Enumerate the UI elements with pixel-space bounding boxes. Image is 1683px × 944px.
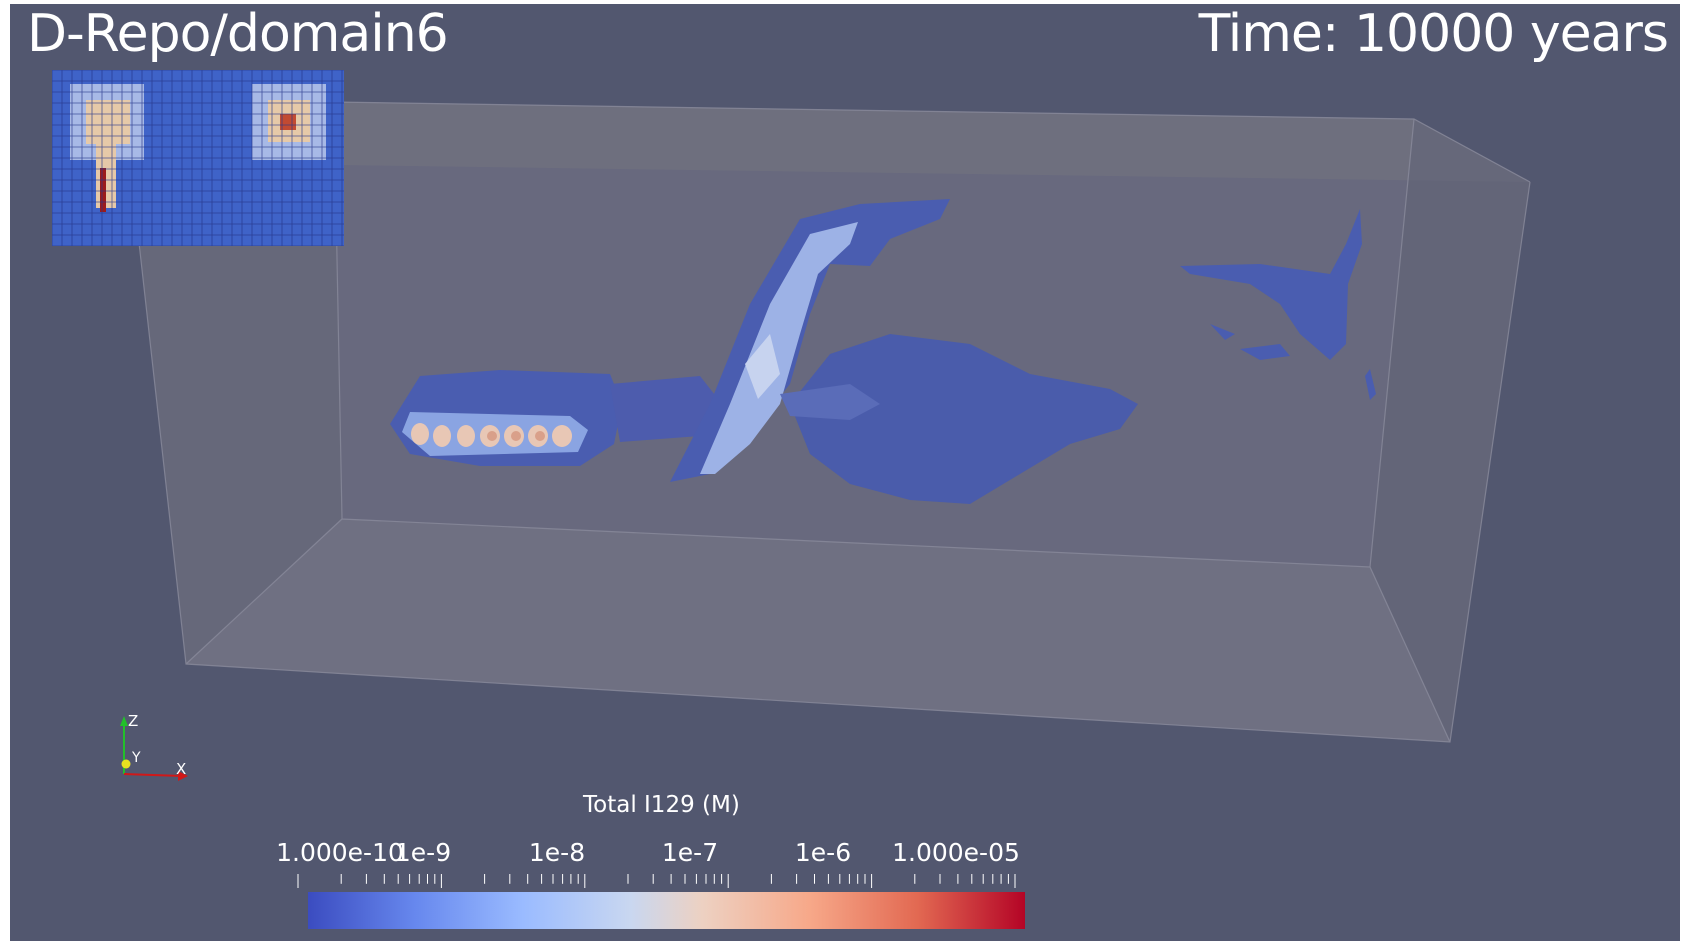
plume-repository-block [390, 370, 722, 466]
axis-y-label: Y [131, 750, 141, 766]
colorbar[interactable] [308, 892, 1025, 929]
colorbar-tick-label: 1e-9 [394, 838, 452, 867]
box-bottom-face [186, 519, 1450, 742]
colorbar-tick-label: 1e-7 [661, 838, 719, 867]
time-value: 10000 [1353, 4, 1515, 64]
axis-x-label: X [176, 760, 186, 778]
3d-scene[interactable]: Z Y X [10, 4, 1680, 941]
plume-lobe-ridge [780, 384, 880, 420]
simulation-title: D-Repo/domain6 [27, 4, 449, 64]
time-annotation: Time: 10000 years [1198, 4, 1669, 64]
plume-fault-conduit [670, 199, 950, 482]
time-prefix: Time: [1198, 4, 1340, 64]
colorbar-tick-label: 1.000e-10 [276, 838, 404, 867]
colorbar-title: Total I129 (M) [583, 792, 740, 818]
render-viewport[interactable]: Z Y X D-Repo/domain6 Time: 10000 years T… [10, 4, 1680, 941]
box-right-face [1370, 119, 1530, 742]
colorbar-tick-label: 1.000e-05 [892, 838, 1020, 867]
plume-far-fragment [1180, 209, 1376, 400]
domain-minimap-icon [52, 70, 344, 246]
colorbar-tick-label: 1e-6 [794, 838, 852, 867]
axes-triad-icon: Z Y X [120, 712, 188, 781]
plume-main-lobe [790, 334, 1138, 504]
box-top-face [130, 102, 1530, 182]
colorbar-tick-label: 1e-8 [528, 838, 586, 867]
colorbar-ticks [297, 874, 1016, 888]
time-unit: years [1529, 4, 1669, 64]
axis-z-label: Z [128, 712, 138, 730]
box-back-face [334, 102, 1414, 567]
